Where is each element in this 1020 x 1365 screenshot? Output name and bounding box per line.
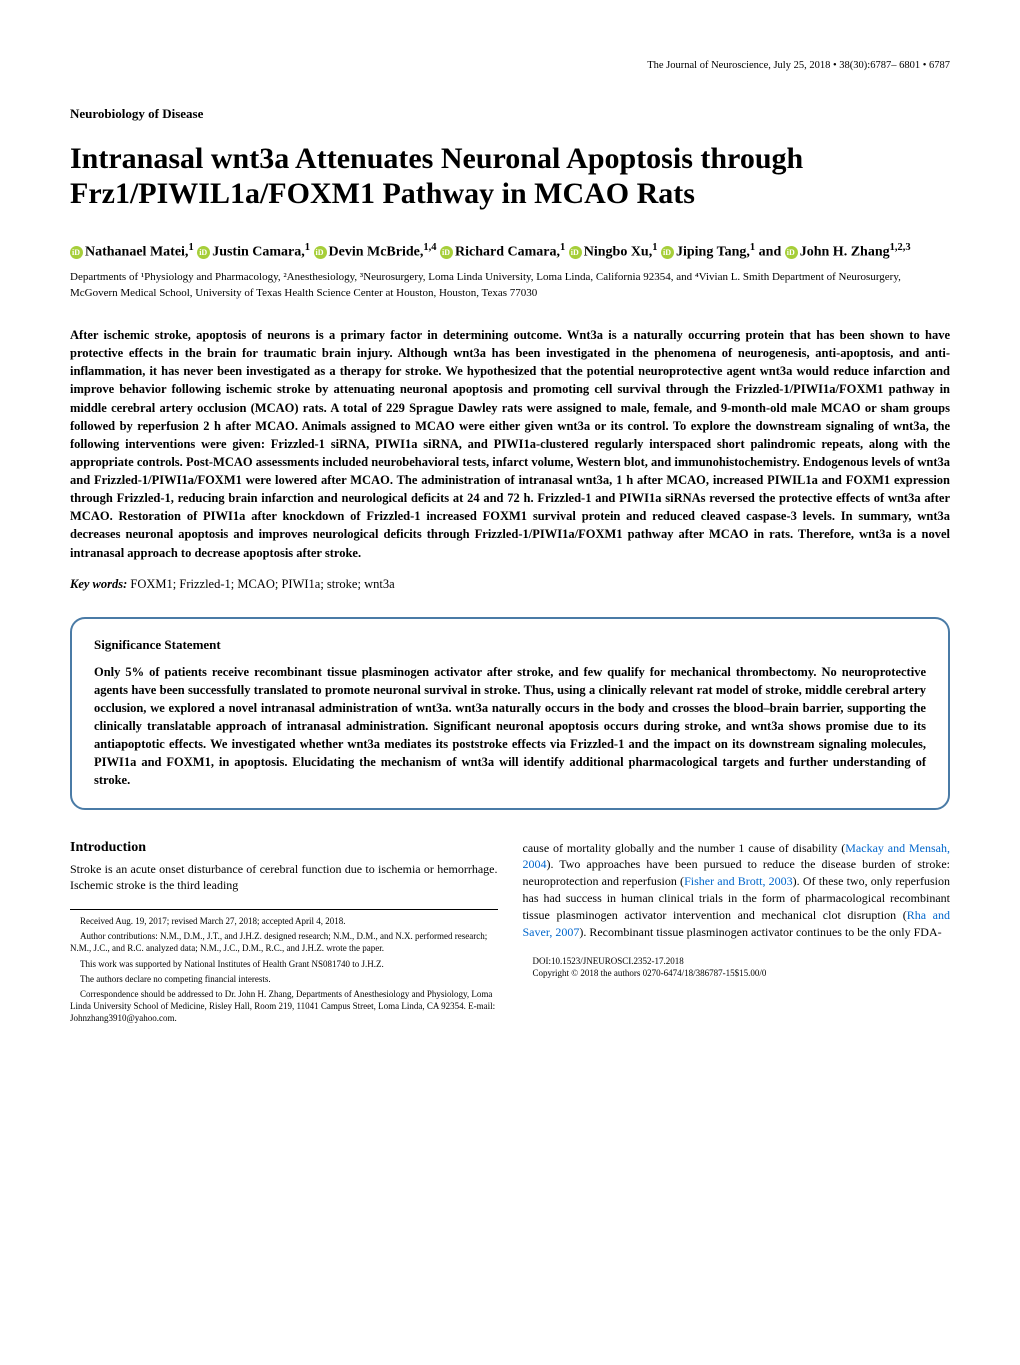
intro-body-left: Stroke is an acute onset disturbance of …	[70, 861, 498, 895]
author-name: Devin McBride,	[329, 245, 424, 260]
affil-sup: 1,2,3	[890, 242, 911, 253]
footnote-received: Received Aug. 19, 2017; revised March 27…	[70, 915, 498, 927]
body-text-span: ). Recombinant tissue plasminogen activa…	[579, 925, 941, 939]
doi-text: DOI:10.1523/JNEUROSCI.2352-17.2018	[523, 955, 951, 967]
right-column: cause of mortality globally and the numb…	[523, 840, 951, 1028]
copyright-text: Copyright © 2018 the authors 0270-6474/1…	[523, 967, 951, 979]
significance-text: Only 5% of patients receive recombinant …	[94, 663, 926, 790]
footnote-funding: This work was supported by National Inst…	[70, 958, 498, 970]
affil-sup: 1,4	[423, 242, 436, 253]
article-title: Intranasal wnt3a Attenuates Neuronal Apo…	[70, 142, 950, 211]
author-text: and	[759, 245, 785, 260]
footnote-conflict: The authors declare no competing financi…	[70, 973, 498, 985]
orcid-icon	[569, 246, 582, 259]
orcid-icon	[785, 246, 798, 259]
doi-copyright-block: DOI:10.1523/JNEUROSCI.2352-17.2018 Copyr…	[523, 955, 951, 979]
affil-sup: 1	[750, 242, 755, 253]
author-name: Justin Camara,	[212, 245, 305, 260]
author-name: Nathanael Matei,	[85, 245, 188, 260]
affil-sup: 1	[305, 242, 310, 253]
reference-link[interactable]: Fisher and Brott, 2003	[684, 874, 793, 888]
affil-sup: 1	[652, 242, 657, 253]
significance-title: Significance Statement	[94, 637, 926, 653]
authors-list: Nathanael Matei,1 Justin Camara,1 Devin …	[70, 241, 950, 262]
footnote-contributions: Author contributions: N.M., D.M., J.T., …	[70, 930, 498, 954]
significance-statement-box: Significance Statement Only 5% of patien…	[70, 617, 950, 810]
author-name: Richard Camara,	[455, 245, 560, 260]
orcid-icon	[314, 246, 327, 259]
author-name: Ningbo Xu,	[584, 245, 652, 260]
page-container: The Journal of Neuroscience, July 25, 20…	[0, 0, 1020, 1067]
author-name: John H. Zhang	[800, 245, 890, 260]
orcid-icon	[197, 246, 210, 259]
intro-body-right: cause of mortality globally and the numb…	[523, 840, 951, 941]
two-column-layout: Introduction Stroke is an acute onset di…	[70, 840, 950, 1028]
orcid-icon	[440, 246, 453, 259]
footnote-correspondence: Correspondence should be addressed to Dr…	[70, 988, 498, 1024]
affil-sup: 1	[560, 242, 565, 253]
introduction-heading: Introduction	[70, 840, 498, 856]
orcid-icon	[70, 246, 83, 259]
affiliations: Departments of ¹Physiology and Pharmacol…	[70, 270, 950, 301]
orcid-icon	[661, 246, 674, 259]
abstract-text: After ischemic stroke, apoptosis of neur…	[70, 326, 950, 562]
author-name: Jiping Tang,	[676, 245, 750, 260]
left-column: Introduction Stroke is an acute onset di…	[70, 840, 498, 1028]
section-label: Neurobiology of Disease	[70, 106, 950, 122]
keywords: Key words: FOXM1; Frizzled-1; MCAO; PIWI…	[70, 577, 950, 592]
keywords-label: Key words:	[70, 577, 127, 591]
footnotes-block: Received Aug. 19, 2017; revised March 27…	[70, 909, 498, 1024]
body-text-span: cause of mortality globally and the numb…	[523, 841, 846, 855]
journal-header: The Journal of Neuroscience, July 25, 20…	[70, 60, 950, 71]
affil-sup: 1	[188, 242, 193, 253]
keywords-text: FOXM1; Frizzled-1; MCAO; PIWI1a; stroke;…	[127, 577, 394, 591]
